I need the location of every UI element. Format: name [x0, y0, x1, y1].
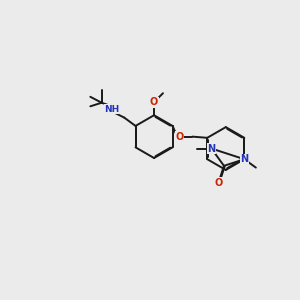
Text: N: N	[207, 143, 215, 154]
Text: N: N	[240, 154, 248, 164]
Text: O: O	[176, 132, 184, 142]
Text: O: O	[214, 178, 223, 188]
Text: O: O	[150, 97, 158, 107]
Text: NH: NH	[104, 105, 120, 114]
